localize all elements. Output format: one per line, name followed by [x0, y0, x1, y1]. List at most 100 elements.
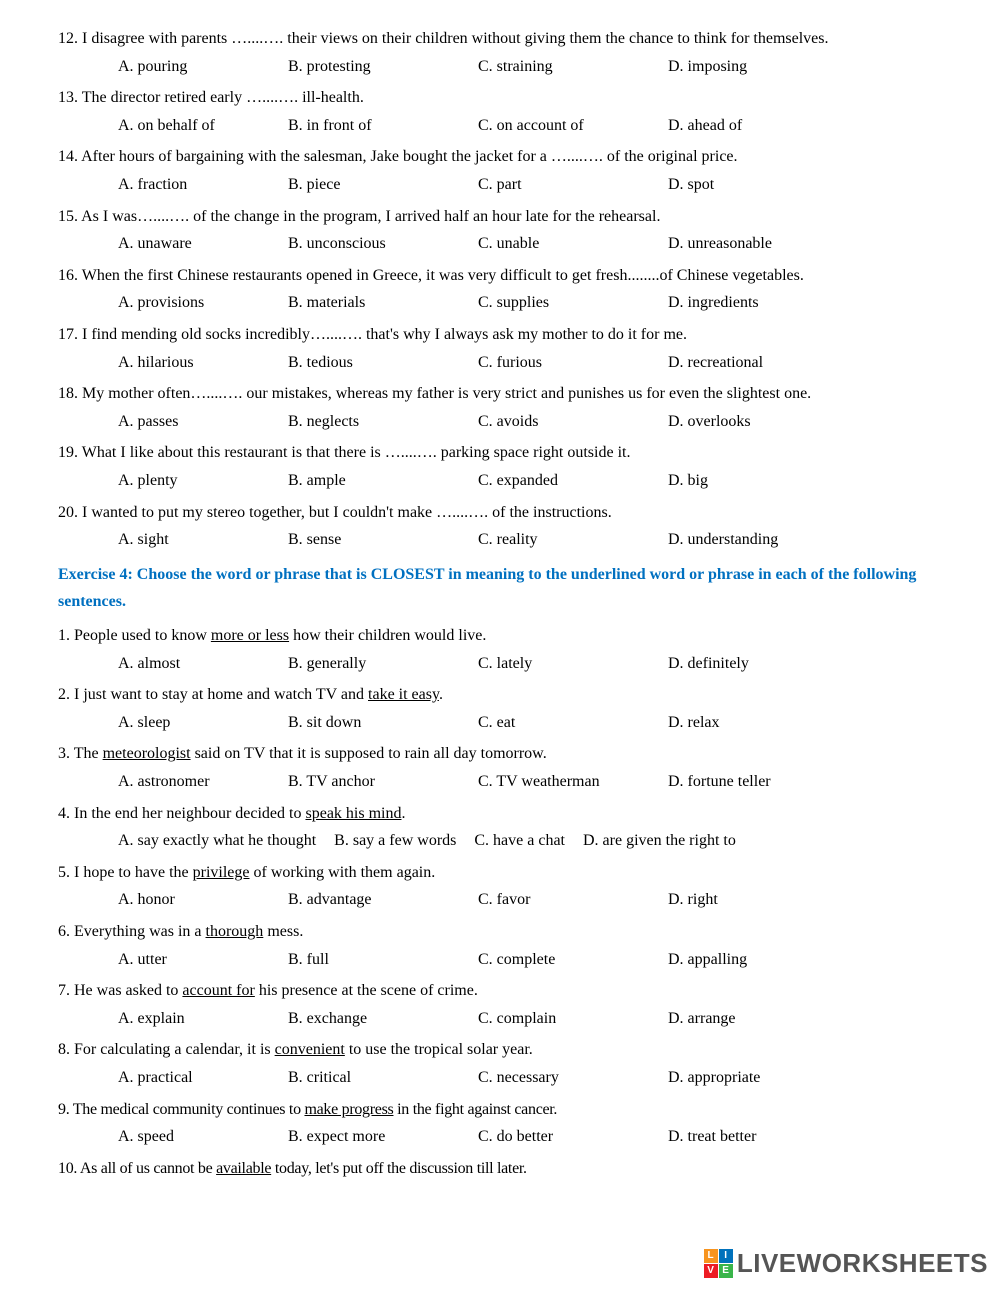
option-a[interactable]: A. practical: [118, 1067, 288, 1089]
option-a[interactable]: A. sight: [118, 529, 288, 551]
underlined-phrase: speak his mind: [305, 805, 401, 822]
option-b[interactable]: B. sit down: [288, 712, 478, 734]
question-text: 16. When the first Chinese restaurants o…: [58, 265, 955, 287]
option-b[interactable]: B. TV anchor: [288, 771, 478, 793]
ex4-question-5: 5. I hope to have the privilege of worki…: [58, 862, 955, 911]
question-text: 9. The medical community continues to ma…: [58, 1099, 955, 1121]
option-d[interactable]: D. are given the right to: [583, 830, 736, 852]
option-a[interactable]: A. say exactly what he thought: [118, 830, 316, 852]
underlined-phrase: available: [216, 1160, 271, 1177]
option-d[interactable]: D. understanding: [668, 529, 778, 551]
option-d[interactable]: D. definitely: [668, 653, 749, 675]
option-b[interactable]: B. sense: [288, 529, 478, 551]
options-row: A. on behalf of B. in front of C. on acc…: [58, 115, 955, 137]
question-13: 13. The director retired early …....…. i…: [58, 87, 955, 136]
option-c[interactable]: C. complete: [478, 949, 668, 971]
option-b[interactable]: B. piece: [288, 174, 478, 196]
option-d[interactable]: D. fortune teller: [668, 771, 771, 793]
option-c[interactable]: C. unable: [478, 233, 668, 255]
option-a[interactable]: A. astronomer: [118, 771, 288, 793]
options-row: A. sleep B. sit down C. eat D. relax: [58, 712, 955, 734]
question-text: 10. As all of us cannot be available tod…: [58, 1158, 955, 1180]
ex4-question-8: 8. For calculating a calendar, it is con…: [58, 1039, 955, 1088]
option-c[interactable]: C. reality: [478, 529, 668, 551]
underlined-phrase: meteorologist: [103, 745, 191, 762]
option-b[interactable]: B. in front of: [288, 115, 478, 137]
option-a[interactable]: A. passes: [118, 411, 288, 433]
question-16: 16. When the first Chinese restaurants o…: [58, 265, 955, 314]
option-d[interactable]: D. unreasonable: [668, 233, 772, 255]
option-a[interactable]: A. provisions: [118, 292, 288, 314]
option-d[interactable]: D. recreational: [668, 352, 763, 374]
option-a[interactable]: A. plenty: [118, 470, 288, 492]
option-d[interactable]: D. appalling: [668, 949, 747, 971]
logo-icon: L I V E: [704, 1249, 733, 1278]
option-b[interactable]: B. neglects: [288, 411, 478, 433]
option-b[interactable]: B. tedious: [288, 352, 478, 374]
question-text: 2. I just want to stay at home and watch…: [58, 684, 955, 706]
option-d[interactable]: D. right: [668, 889, 718, 911]
option-c[interactable]: C. eat: [478, 712, 668, 734]
option-d[interactable]: D. ingredients: [668, 292, 759, 314]
question-20: 20. I wanted to put my stereo together, …: [58, 502, 955, 551]
option-b[interactable]: B. say a few words: [334, 830, 456, 852]
option-b[interactable]: B. expect more: [288, 1126, 478, 1148]
ex4-question-2: 2. I just want to stay at home and watch…: [58, 684, 955, 733]
option-a[interactable]: A. explain: [118, 1008, 288, 1030]
option-a[interactable]: A. pouring: [118, 56, 288, 78]
question-text: 1. People used to know more or less how …: [58, 625, 955, 647]
option-a[interactable]: A. sleep: [118, 712, 288, 734]
option-d[interactable]: D. arrange: [668, 1008, 736, 1030]
options-row: A. fraction B. piece C. part D. spot: [58, 174, 955, 196]
option-b[interactable]: B. ample: [288, 470, 478, 492]
question-text: 5. I hope to have the privilege of worki…: [58, 862, 955, 884]
option-b[interactable]: B. exchange: [288, 1008, 478, 1030]
option-b[interactable]: B. critical: [288, 1067, 478, 1089]
option-a[interactable]: A. hilarious: [118, 352, 288, 374]
option-c[interactable]: C. on account of: [478, 115, 668, 137]
option-b[interactable]: B. full: [288, 949, 478, 971]
option-a[interactable]: A. honor: [118, 889, 288, 911]
option-c[interactable]: C. do better: [478, 1126, 668, 1148]
option-b[interactable]: B. materials: [288, 292, 478, 314]
option-d[interactable]: D. big: [668, 470, 708, 492]
option-b[interactable]: B. protesting: [288, 56, 478, 78]
option-c[interactable]: C. favor: [478, 889, 668, 911]
option-c[interactable]: C. expanded: [478, 470, 668, 492]
underlined-phrase: more or less: [211, 627, 289, 644]
option-a[interactable]: A. speed: [118, 1126, 288, 1148]
option-d[interactable]: D. treat better: [668, 1126, 756, 1148]
option-c[interactable]: C. straining: [478, 56, 668, 78]
option-c[interactable]: C. avoids: [478, 411, 668, 433]
question-text: 6. Everything was in a thorough mess.: [58, 921, 955, 943]
option-b[interactable]: B. advantage: [288, 889, 478, 911]
option-d[interactable]: D. imposing: [668, 56, 747, 78]
option-a[interactable]: A. on behalf of: [118, 115, 288, 137]
option-d[interactable]: D. ahead of: [668, 115, 742, 137]
option-b[interactable]: B. unconscious: [288, 233, 478, 255]
option-c[interactable]: C. complain: [478, 1008, 668, 1030]
option-a[interactable]: A. utter: [118, 949, 288, 971]
logo-sq-i: I: [719, 1249, 733, 1263]
options-row: A. sight B. sense C. reality D. understa…: [58, 529, 955, 551]
option-d[interactable]: D. overlooks: [668, 411, 751, 433]
option-d[interactable]: D. relax: [668, 712, 720, 734]
option-c[interactable]: C. TV weatherman: [478, 771, 668, 793]
option-b[interactable]: B. generally: [288, 653, 478, 675]
option-d[interactable]: D. appropriate: [668, 1067, 760, 1089]
option-c[interactable]: C. necessary: [478, 1067, 668, 1089]
question-text: 20. I wanted to put my stereo together, …: [58, 502, 955, 524]
option-a[interactable]: A. fraction: [118, 174, 288, 196]
option-c[interactable]: C. part: [478, 174, 668, 196]
options-row: A. practical B. critical C. necessary D.…: [58, 1067, 955, 1089]
option-a[interactable]: A. almost: [118, 653, 288, 675]
options-row: A. provisions B. materials C. supplies D…: [58, 292, 955, 314]
option-c[interactable]: C. furious: [478, 352, 668, 374]
question-text: 4. In the end her neighbour decided to s…: [58, 803, 955, 825]
option-d[interactable]: D. spot: [668, 174, 714, 196]
option-a[interactable]: A. unaware: [118, 233, 288, 255]
question-text: 19. What I like about this restaurant is…: [58, 442, 955, 464]
option-c[interactable]: C. supplies: [478, 292, 668, 314]
option-c[interactable]: C. lately: [478, 653, 668, 675]
option-c[interactable]: C. have a chat: [474, 830, 565, 852]
